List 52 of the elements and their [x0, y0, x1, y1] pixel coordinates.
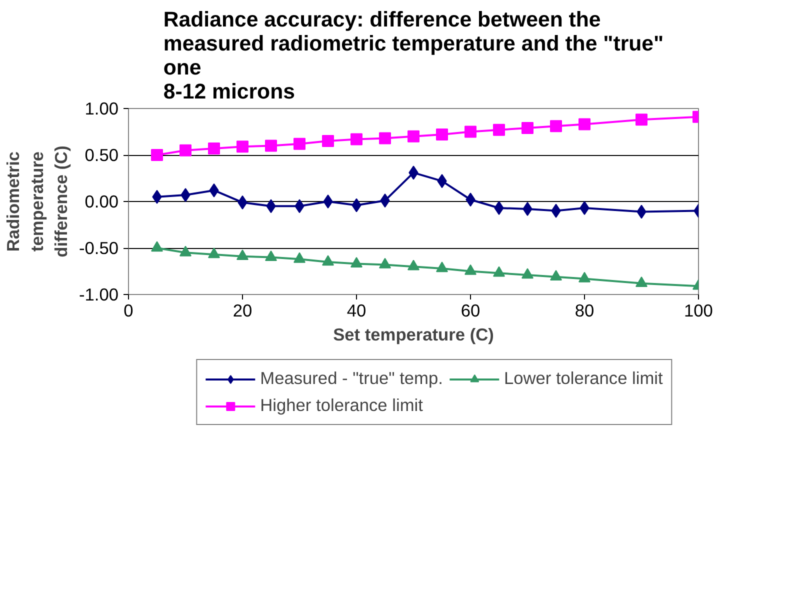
point: [436, 128, 448, 141]
point: [408, 260, 420, 270]
point: [236, 140, 248, 153]
y-axis-title: Radiometric temperature difference (C): [3, 146, 72, 258]
point: [493, 124, 505, 136]
point: [550, 120, 562, 132]
point: [208, 248, 220, 258]
point: [522, 268, 534, 279]
point: [436, 262, 448, 272]
point: [322, 135, 334, 148]
point: [322, 255, 334, 266]
x-tick-label: 100: [684, 300, 713, 320]
point: [379, 258, 391, 268]
point: [180, 246, 192, 256]
point: [379, 132, 391, 144]
point: [151, 241, 163, 252]
point: [350, 133, 362, 146]
point: [464, 126, 476, 138]
y-tick-label: -0.50: [79, 238, 119, 258]
point: [578, 118, 590, 130]
y-tick-label: 0.50: [84, 145, 119, 165]
point: [350, 256, 362, 268]
y-tick-label: -1.00: [79, 284, 119, 304]
x-tick-label: 60: [460, 300, 480, 320]
point: [578, 272, 590, 282]
y-tick-label: 0.00: [84, 192, 119, 212]
legend-label: Lower tolerance limit: [504, 368, 663, 389]
point: [294, 138, 306, 150]
point: [464, 264, 476, 275]
legend-label: Measured - "true" temp.: [260, 368, 443, 389]
point: [294, 252, 306, 263]
point: [522, 122, 534, 134]
point: [636, 114, 648, 126]
point: [323, 194, 333, 208]
x-axis-title: Set temperature (C): [333, 324, 494, 344]
point: [493, 266, 505, 277]
x-tick-label: 40: [346, 300, 366, 320]
point: [265, 140, 277, 152]
point: [636, 276, 648, 288]
point: [408, 130, 420, 142]
x-tick-label: 0: [124, 300, 134, 320]
y-tick-label: 1.00: [84, 98, 119, 118]
point: [550, 270, 562, 281]
point: [151, 149, 163, 161]
point: [180, 144, 192, 156]
point: [265, 250, 277, 261]
legend-label: Higher tolerance limit: [260, 395, 423, 416]
x-tick-label: 80: [574, 300, 594, 320]
x-tick-label: 20: [232, 300, 252, 320]
chart-title: Radiance accuracy: difference between the measured radiometric temperature and the "true" one 8-12 microns: [163, 8, 664, 104]
point: [208, 142, 220, 154]
point: [236, 250, 248, 260]
